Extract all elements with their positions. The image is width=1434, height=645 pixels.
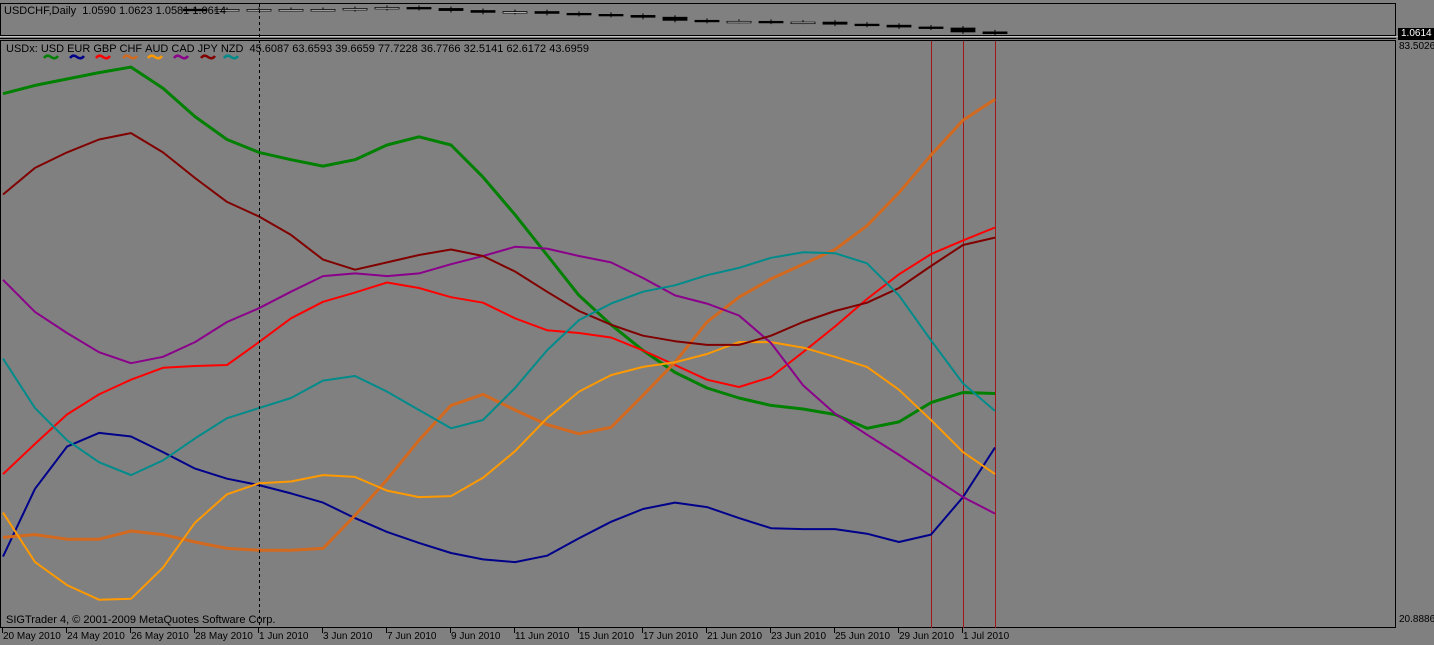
- candle-body: [502, 11, 528, 14]
- x-axis-label: 1 Jun 2010: [259, 631, 309, 642]
- legend-items: USD EUR GBP CHF AUD CAD JPY NZD: [40, 43, 247, 60]
- series-lines: [2, 65, 996, 601]
- legend-item-gbp: GBP: [93, 43, 117, 60]
- candle-body: [470, 10, 496, 13]
- candle-body: [982, 31, 1008, 35]
- current-price-label: 1.0614: [1398, 28, 1434, 40]
- candle-body: [822, 21, 848, 25]
- x-axis-label: 20 May 2010: [3, 631, 61, 642]
- legend-item-usd: USD: [40, 43, 65, 60]
- candle-body: [214, 9, 240, 12]
- copyright-text: SIGTrader 4, © 2001-2009 MetaQuotes Soft…: [6, 614, 276, 626]
- legend-item-chf: CHF: [119, 43, 143, 60]
- x-axis-label: 29 Jun 2010: [899, 631, 955, 642]
- legend-label: CHF: [119, 43, 143, 55]
- candle-body: [598, 13, 624, 17]
- series-line-chf: [2, 97, 996, 552]
- candle-body: [758, 20, 784, 24]
- legend-item-nzd: NZD: [220, 43, 244, 60]
- y-axis-max-label: 83.5026: [1399, 41, 1434, 52]
- legend-swatch-icon: [95, 54, 112, 60]
- candle-body: [406, 7, 432, 10]
- series-line-jpy: [2, 132, 996, 346]
- candle-body: [310, 9, 336, 12]
- indicator-legend: USDx: USD EUR GBP CHF AUD CAD JPY NZD 45.6087 6…: [6, 43, 589, 60]
- symbol-title: USDCHF,Daily: [4, 5, 77, 17]
- candle-body: [950, 27, 976, 33]
- x-axis-label: 3 Jun 2010: [323, 631, 373, 642]
- x-axis-label: 7 Jun 2010: [387, 631, 437, 642]
- candles-layer: [182, 5, 1008, 36]
- candle-body: [566, 12, 592, 16]
- legend-label: NZD: [220, 43, 244, 55]
- legend-label: USD: [40, 43, 65, 55]
- price-panel-title: USDCHF,Daily 1.0590 1.0623 1.0581 1.0614: [4, 5, 226, 17]
- candle-body: [726, 20, 752, 24]
- x-axis-label: 15 Jun 2010: [579, 631, 635, 642]
- candle-body: [854, 23, 880, 27]
- series-line-gbp: [2, 226, 996, 475]
- indicator-panel-frame: [0, 40, 1396, 628]
- x-axis-label: 23 Jun 2010: [771, 631, 827, 642]
- series-line-nzd: [2, 251, 996, 477]
- series-line-cad: [2, 245, 996, 515]
- x-axis-label: 17 Jun 2010: [643, 631, 699, 642]
- x-axis-label: 11 Jun 2010: [515, 631, 570, 642]
- series-line-usd: [2, 65, 996, 430]
- y-axis-min-label: 20.8886: [1399, 614, 1434, 625]
- candle-body: [886, 24, 912, 28]
- indicator-name: USDx:: [6, 43, 38, 55]
- candle-body: [630, 15, 656, 18]
- legend-swatch-icon: [199, 54, 216, 60]
- candle-body: [374, 7, 400, 10]
- series-line-eur: [2, 431, 996, 564]
- candle-body: [790, 21, 816, 25]
- x-axis-label: 21 Jun 2010: [707, 631, 763, 642]
- candle-body: [534, 11, 560, 14]
- x-axis-label: 1 Jul 2010: [963, 631, 1010, 642]
- ohlc-values: 1.0590 1.0623 1.0581 1.0614: [82, 5, 226, 17]
- marker-lines: [931, 41, 996, 628]
- legend-label: JPY: [197, 43, 218, 55]
- candle-body: [278, 9, 304, 12]
- candle-body: [918, 26, 944, 29]
- legend-label: AUD: [145, 43, 169, 55]
- price-panel-frame: [0, 3, 1396, 36]
- legend-label: CAD: [171, 43, 195, 55]
- candle-body: [662, 16, 688, 21]
- legend-swatch-icon: [69, 54, 86, 60]
- legend-swatch-icon: [42, 54, 59, 60]
- legend-swatch-icon: [222, 54, 239, 60]
- legend-item-eur: EUR: [67, 43, 91, 60]
- candle-body: [182, 8, 208, 12]
- indicator-values: 45.6087 63.6593 39.6659 77.7228 36.7766 …: [249, 43, 589, 55]
- series-line-aud: [2, 341, 996, 601]
- legend-item-cad: CAD: [171, 43, 195, 60]
- x-axis-label: 24 May 2010: [67, 631, 125, 642]
- candle-body: [438, 8, 464, 11]
- legend-swatch-icon: [147, 54, 164, 60]
- candle-body: [694, 19, 720, 23]
- legend-item-jpy: JPY: [197, 43, 218, 60]
- x-axis-label: 28 May 2010: [195, 631, 253, 642]
- legend-swatch-icon: [121, 54, 138, 60]
- x-axis-label: 25 Jun 2010: [835, 631, 891, 642]
- legend-label: EUR: [67, 43, 91, 55]
- x-axis-label: 9 Jun 2010: [451, 631, 501, 642]
- x-axis-label: 26 May 2010: [131, 631, 189, 642]
- x-axis-ticks: [2, 628, 963, 633]
- legend-label: GBP: [93, 43, 117, 55]
- legend-item-aud: AUD: [145, 43, 169, 60]
- candle-body: [342, 8, 368, 11]
- legend-swatch-icon: [173, 54, 190, 60]
